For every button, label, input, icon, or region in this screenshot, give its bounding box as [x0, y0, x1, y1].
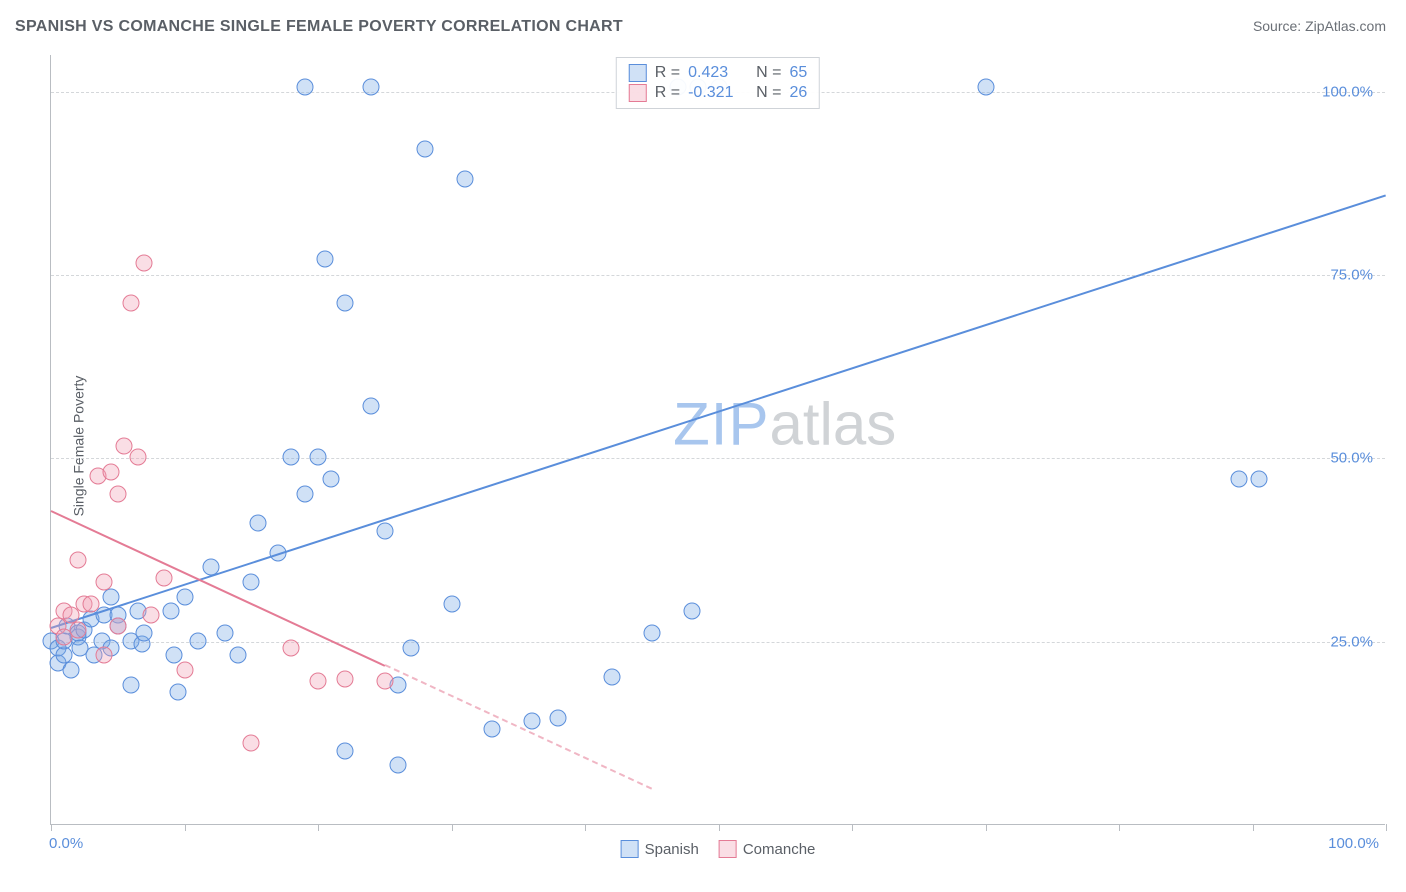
x-tick	[585, 824, 586, 831]
data-point	[243, 735, 260, 752]
legend-swatch	[629, 84, 647, 102]
data-point	[283, 640, 300, 657]
x-tick	[986, 824, 987, 831]
data-point	[283, 449, 300, 466]
legend-row: R =-0.321N =26	[629, 84, 807, 102]
data-point	[129, 449, 146, 466]
data-point	[176, 662, 193, 679]
data-point	[550, 709, 567, 726]
data-point	[96, 574, 113, 591]
data-point	[165, 647, 182, 664]
data-point	[229, 647, 246, 664]
source-link[interactable]: ZipAtlas.com	[1305, 18, 1386, 34]
data-point	[323, 471, 340, 488]
data-point	[123, 676, 140, 693]
data-point	[63, 662, 80, 679]
data-point	[96, 647, 113, 664]
x-tick	[1253, 824, 1254, 831]
data-point	[69, 621, 86, 638]
gridline	[51, 458, 1385, 459]
data-point	[390, 757, 407, 774]
regression-line	[51, 194, 1387, 629]
data-point	[310, 449, 327, 466]
data-point	[443, 596, 460, 613]
data-point	[523, 713, 540, 730]
legend-swatch	[719, 840, 737, 858]
legend-item: Comanche	[719, 840, 816, 858]
data-point	[169, 684, 186, 701]
data-point	[310, 673, 327, 690]
data-point	[123, 295, 140, 312]
data-point	[136, 625, 153, 642]
data-point	[603, 669, 620, 686]
data-point	[643, 625, 660, 642]
data-point	[1231, 471, 1248, 488]
x-tick	[318, 824, 319, 831]
data-point	[336, 742, 353, 759]
gridline	[51, 275, 1385, 276]
y-tick-label: 75.0%	[1330, 267, 1373, 284]
data-point	[977, 79, 994, 96]
data-point	[376, 673, 393, 690]
legend-swatch	[629, 64, 647, 82]
data-point	[296, 79, 313, 96]
data-point	[103, 588, 120, 605]
series-legend: Spanish Comanche	[621, 840, 816, 858]
data-point	[103, 464, 120, 481]
chart-container: SPANISH VS COMANCHE SINGLE FEMALE POVERT…	[0, 0, 1406, 892]
data-point	[376, 522, 393, 539]
data-point	[296, 486, 313, 503]
chart-title: SPANISH VS COMANCHE SINGLE FEMALE POVERT…	[15, 18, 623, 36]
watermark: ZIPatlas	[673, 390, 896, 459]
x-tick	[51, 824, 52, 831]
data-point	[176, 588, 193, 605]
plot-area: ZIPatlas 25.0%50.0%75.0%100.0%0.0%100.0%…	[50, 55, 1385, 825]
data-point	[69, 552, 86, 569]
y-tick-label: 25.0%	[1330, 633, 1373, 650]
y-tick-label: 50.0%	[1330, 450, 1373, 467]
data-point	[163, 603, 180, 620]
data-point	[249, 515, 266, 532]
chart-source: Source: ZipAtlas.com	[1253, 18, 1386, 34]
data-point	[1251, 471, 1268, 488]
data-point	[243, 574, 260, 591]
data-point	[363, 79, 380, 96]
data-point	[143, 607, 160, 624]
data-point	[336, 295, 353, 312]
data-point	[683, 603, 700, 620]
x-tick	[1119, 824, 1120, 831]
y-tick-label: 100.0%	[1322, 83, 1373, 100]
gridline	[51, 642, 1385, 643]
data-point	[216, 625, 233, 642]
legend-row: R =0.423N =65	[629, 64, 807, 82]
data-point	[109, 618, 126, 635]
data-point	[109, 486, 126, 503]
x-tick	[719, 824, 720, 831]
x-tick	[852, 824, 853, 831]
data-point	[156, 570, 173, 587]
legend-item: Spanish	[621, 840, 699, 858]
x-tick	[1386, 824, 1387, 831]
data-point	[456, 170, 473, 187]
x-tick-label: 100.0%	[1328, 835, 1379, 852]
data-point	[189, 632, 206, 649]
data-point	[83, 596, 100, 613]
data-point	[403, 640, 420, 657]
x-tick	[452, 824, 453, 831]
data-point	[363, 398, 380, 415]
x-tick	[185, 824, 186, 831]
data-point	[336, 670, 353, 687]
correlation-legend: R =0.423N =65 R =-0.321N =26	[616, 57, 820, 109]
data-point	[136, 255, 153, 272]
data-point	[483, 720, 500, 737]
x-tick-label: 0.0%	[49, 835, 83, 852]
data-point	[416, 141, 433, 158]
data-point	[316, 251, 333, 268]
legend-swatch	[621, 840, 639, 858]
